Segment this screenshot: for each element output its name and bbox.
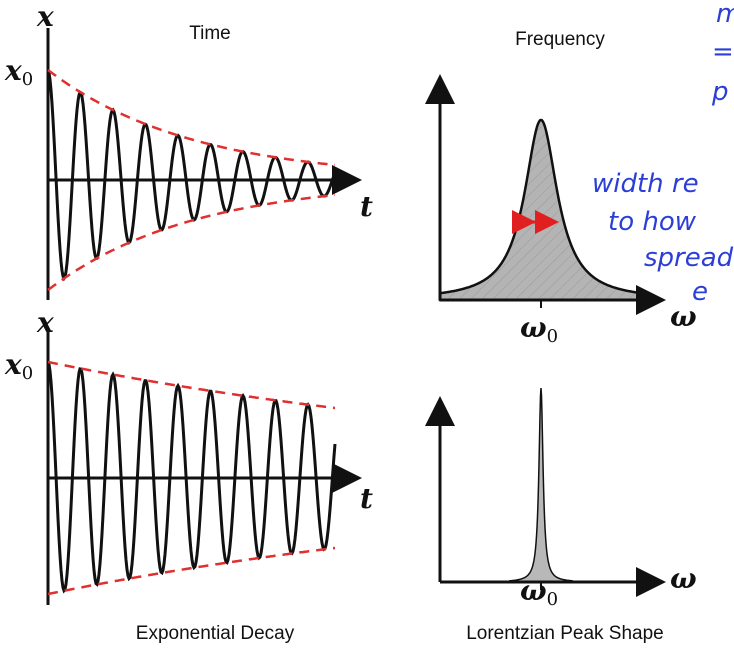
- handwriting-1: m: [716, 0, 734, 29]
- caption-lorentzian: Lorentzian Peak Shape: [466, 623, 664, 644]
- damped-oscillation-slow: [46, 361, 337, 594]
- label-t-bottom: t: [360, 482, 373, 515]
- lorentzian-peak-narrow: [509, 387, 573, 583]
- label-x-top: x: [36, 0, 54, 33]
- label-x0-bottom: x0: [4, 348, 33, 384]
- label-omega0-bottom: ω0: [520, 574, 558, 610]
- label-x0-top: x0: [4, 54, 33, 90]
- envelope-upper-fast: [47, 69, 336, 167]
- envelope-upper-slow: [47, 360, 336, 410]
- handwriting-2: =: [712, 37, 734, 67]
- caption-frequency: Frequency: [515, 29, 605, 50]
- handwriting-5: to how: [608, 207, 697, 237]
- handwriting-3: p: [711, 77, 729, 107]
- envelope-lower-fast: [47, 193, 336, 291]
- label-x-bottom: x: [36, 306, 54, 339]
- caption-exponential-decay: Exponential Decay: [136, 623, 295, 644]
- caption-time: Time: [189, 23, 231, 44]
- handwriting-7: e: [692, 277, 708, 307]
- envelope-lower-slow: [47, 546, 336, 596]
- handwriting-4: width re: [592, 169, 699, 199]
- label-omega0-top: ω0: [520, 311, 558, 347]
- label-omega-top: ω: [670, 300, 697, 333]
- damped-oscillation-fast: [46, 69, 337, 282]
- handwriting-6: spread: [644, 243, 734, 273]
- label-t-top: t: [360, 190, 373, 223]
- label-omega-bottom: ω: [670, 562, 697, 595]
